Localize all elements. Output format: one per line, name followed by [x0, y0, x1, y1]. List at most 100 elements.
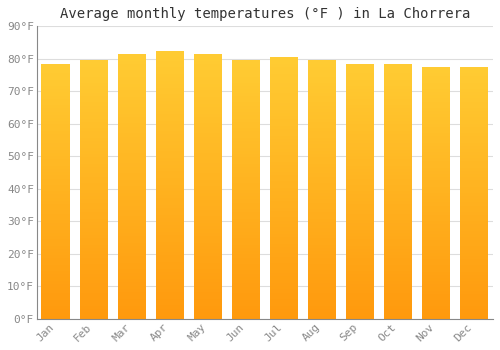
- Bar: [118, 276, 146, 279]
- Bar: [346, 108, 374, 112]
- Bar: [156, 302, 184, 306]
- Bar: [384, 230, 412, 233]
- Bar: [460, 237, 488, 240]
- Bar: [42, 178, 70, 182]
- Bar: [422, 177, 450, 180]
- Bar: [232, 174, 260, 177]
- Bar: [308, 212, 336, 216]
- Bar: [460, 202, 488, 205]
- Bar: [118, 147, 146, 150]
- Bar: [80, 119, 108, 122]
- Bar: [156, 268, 184, 272]
- Bar: [118, 199, 146, 203]
- Bar: [422, 114, 450, 117]
- Bar: [42, 281, 70, 284]
- Bar: [270, 234, 298, 237]
- Bar: [42, 134, 70, 137]
- Bar: [384, 147, 412, 150]
- Bar: [308, 296, 336, 300]
- Bar: [384, 89, 412, 92]
- Bar: [346, 96, 374, 99]
- Bar: [118, 173, 146, 176]
- Bar: [232, 112, 260, 116]
- Bar: [80, 77, 108, 80]
- Bar: [118, 269, 146, 273]
- Bar: [80, 109, 108, 112]
- Bar: [460, 272, 488, 275]
- Bar: [232, 86, 260, 90]
- Bar: [422, 102, 450, 105]
- Bar: [308, 128, 336, 132]
- Bar: [270, 57, 298, 61]
- Bar: [346, 271, 374, 274]
- Bar: [118, 54, 146, 57]
- Bar: [194, 113, 222, 117]
- Bar: [80, 287, 108, 290]
- Bar: [422, 83, 450, 86]
- Bar: [118, 170, 146, 173]
- Bar: [80, 296, 108, 300]
- Bar: [384, 175, 412, 178]
- Bar: [270, 122, 298, 126]
- Bar: [156, 155, 184, 158]
- Bar: [194, 140, 222, 143]
- Bar: [270, 293, 298, 296]
- Bar: [80, 254, 108, 258]
- Bar: [156, 212, 184, 215]
- Bar: [80, 96, 108, 99]
- Bar: [308, 251, 336, 254]
- Bar: [80, 206, 108, 209]
- Bar: [346, 293, 374, 296]
- Bar: [42, 290, 70, 293]
- Bar: [118, 64, 146, 67]
- Bar: [80, 177, 108, 180]
- Bar: [156, 64, 184, 68]
- Bar: [460, 209, 488, 212]
- Bar: [194, 100, 222, 104]
- Bar: [460, 174, 488, 177]
- Bar: [156, 98, 184, 101]
- Bar: [118, 110, 146, 113]
- Bar: [232, 280, 260, 284]
- Bar: [460, 205, 488, 209]
- Bar: [270, 61, 298, 64]
- Bar: [232, 158, 260, 161]
- Bar: [308, 93, 336, 96]
- Bar: [308, 229, 336, 232]
- Bar: [384, 300, 412, 303]
- Bar: [156, 138, 184, 141]
- Bar: [194, 190, 222, 193]
- Bar: [346, 150, 374, 153]
- Bar: [460, 120, 488, 124]
- Bar: [308, 248, 336, 251]
- Bar: [194, 253, 222, 256]
- Bar: [232, 132, 260, 135]
- Bar: [270, 100, 298, 103]
- Bar: [270, 86, 298, 90]
- Bar: [194, 299, 222, 302]
- Bar: [270, 280, 298, 283]
- Bar: [232, 103, 260, 106]
- Bar: [460, 177, 488, 180]
- Bar: [460, 117, 488, 120]
- Bar: [384, 92, 412, 96]
- Bar: [232, 235, 260, 238]
- Bar: [80, 274, 108, 277]
- Bar: [194, 147, 222, 150]
- Bar: [422, 76, 450, 79]
- Bar: [308, 99, 336, 103]
- Bar: [42, 293, 70, 296]
- Bar: [42, 76, 70, 79]
- Bar: [42, 182, 70, 185]
- Bar: [232, 83, 260, 86]
- Bar: [118, 219, 146, 223]
- Bar: [42, 99, 70, 102]
- Bar: [156, 208, 184, 212]
- Bar: [156, 262, 184, 265]
- Bar: [118, 187, 146, 190]
- Bar: [118, 299, 146, 302]
- Bar: [346, 73, 374, 76]
- Bar: [422, 224, 450, 228]
- Bar: [384, 268, 412, 271]
- Bar: [460, 158, 488, 161]
